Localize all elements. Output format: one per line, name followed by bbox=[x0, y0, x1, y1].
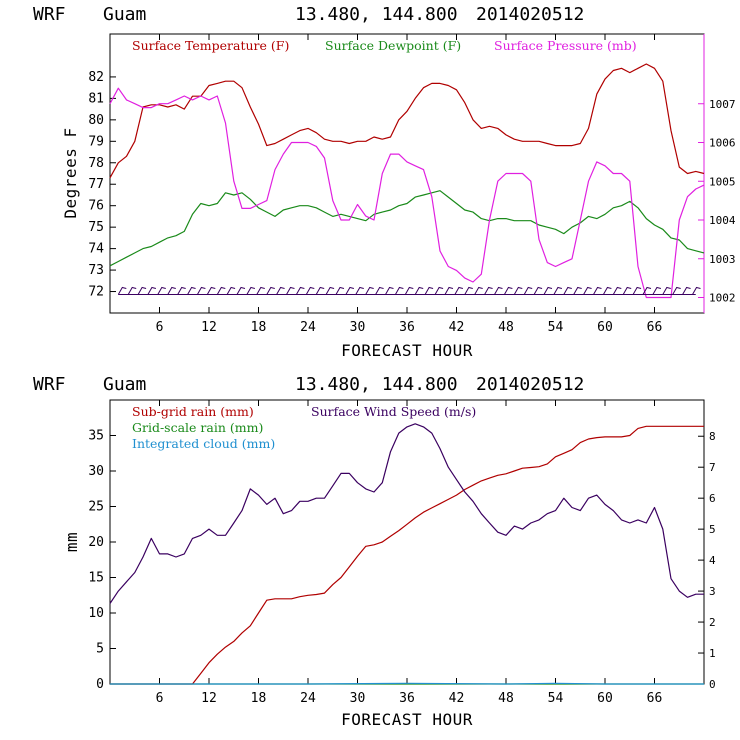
bottom-y-tick-group: 0 5 10 15 20 25 30 35 bbox=[88, 429, 116, 692]
y2-tick-label: 1 bbox=[709, 647, 716, 660]
top-x-tick-group: 6 12 18 24 30 36 42 48 54 60 66 bbox=[156, 34, 663, 335]
top-x-axis-label: FORECAST HOUR bbox=[341, 341, 473, 360]
y2-tick-label: 5 bbox=[709, 523, 716, 536]
y2-tick-label: 6 bbox=[709, 492, 716, 505]
x-tick-label: 48 bbox=[498, 691, 514, 706]
legend-grid-scale-rain: Grid-scale rain (mm) bbox=[132, 420, 263, 435]
x-tick-label: 18 bbox=[251, 691, 267, 706]
y2-tick-label: 0 bbox=[709, 678, 716, 691]
bottom-header-init: 2014020512 bbox=[476, 374, 584, 395]
y2-tick-label: 1005 bbox=[709, 175, 736, 188]
bottom-header-model: WRF bbox=[33, 374, 66, 395]
top-header-coords: 13.480, 144.800 bbox=[295, 4, 458, 25]
bottom-series-group bbox=[109, 423, 704, 685]
y-tick-label: 30 bbox=[88, 464, 104, 479]
y2-tick-label: 1004 bbox=[709, 214, 736, 227]
x-tick-label: 54 bbox=[548, 320, 564, 335]
top-y-axis-label: Degrees F bbox=[61, 127, 80, 218]
y-tick-label: 80 bbox=[88, 113, 104, 128]
y-tick-label: 20 bbox=[88, 535, 104, 550]
surface-temperature-line bbox=[109, 63, 705, 179]
y-tick-label: 15 bbox=[88, 571, 104, 586]
y2-tick-label: 8 bbox=[709, 430, 716, 443]
wind-barbs bbox=[117, 286, 701, 295]
y-tick-label: 10 bbox=[88, 606, 104, 621]
y2-tick-label: 1003 bbox=[709, 253, 736, 266]
top-series-group bbox=[109, 63, 705, 299]
x-tick-label: 54 bbox=[548, 691, 564, 706]
temperature-panel: WRF Guam 13.480, 144.800 2014020512 6 12 1… bbox=[33, 4, 736, 360]
y-tick-label: 74 bbox=[88, 242, 104, 257]
y-tick-label: 76 bbox=[88, 199, 104, 214]
integrated-cloud-line bbox=[110, 682, 704, 685]
legend-surface-wind-speed: Surface Wind Speed (m/s) bbox=[311, 404, 476, 419]
x-tick-label: 30 bbox=[350, 320, 366, 335]
x-tick-label: 24 bbox=[300, 691, 316, 706]
x-tick-label: 6 bbox=[156, 691, 164, 706]
top-y2-tick-group: 1002 1003 1004 1005 1006 1007 bbox=[698, 98, 736, 305]
bottom-x-tick-group: 6 12 18 24 30 36 42 48 54 60 66 bbox=[156, 400, 663, 706]
bottom-y-axis-label: mm bbox=[62, 532, 81, 552]
surface-pressure-line bbox=[109, 87, 705, 299]
surface-wind-speed-line bbox=[109, 423, 704, 604]
x-tick-label: 42 bbox=[449, 320, 465, 335]
x-tick-label: 60 bbox=[597, 691, 613, 706]
x-tick-label: 12 bbox=[201, 691, 217, 706]
top-y-tick-group: 72 73 74 75 76 77 78 79 80 81 82 bbox=[88, 70, 116, 300]
y-tick-label: 0 bbox=[96, 677, 104, 692]
x-tick-label: 66 bbox=[647, 320, 663, 335]
legend-surface-dewpoint: Surface Dewpoint (F) bbox=[325, 38, 461, 53]
legend-surface-pressure: Surface Pressure (mb) bbox=[494, 38, 637, 53]
bottom-y2-tick-group: 0 1 2 3 4 5 6 7 8 bbox=[698, 430, 716, 691]
y-tick-label: 35 bbox=[88, 429, 104, 444]
x-tick-label: 36 bbox=[399, 320, 415, 335]
x-tick-label: 6 bbox=[156, 320, 164, 335]
y-tick-label: 77 bbox=[88, 177, 104, 192]
y2-tick-label: 7 bbox=[709, 461, 716, 474]
y-tick-label: 72 bbox=[88, 285, 104, 300]
x-tick-label: 18 bbox=[251, 320, 267, 335]
x-tick-label: 24 bbox=[300, 320, 316, 335]
surface-dewpoint-line bbox=[109, 190, 705, 267]
x-tick-label: 60 bbox=[597, 320, 613, 335]
x-tick-label: 48 bbox=[498, 320, 514, 335]
y2-tick-label: 4 bbox=[709, 554, 716, 567]
y-tick-label: 5 bbox=[96, 642, 104, 657]
legend-sub-grid-rain: Sub-grid rain (mm) bbox=[132, 404, 254, 419]
top-header-model: WRF bbox=[33, 4, 66, 25]
y-tick-label: 73 bbox=[88, 263, 104, 278]
bottom-header-coords: 13.480, 144.800 bbox=[295, 374, 458, 395]
legend-integrated-cloud: Integrated cloud (mm) bbox=[132, 436, 275, 451]
precipitation-panel: WRF Guam 13.480, 144.800 2014020512 6 12 1… bbox=[33, 374, 716, 729]
top-header-init: 2014020512 bbox=[476, 4, 584, 25]
y-tick-label: 81 bbox=[88, 91, 104, 106]
x-tick-label: 12 bbox=[201, 320, 217, 335]
y2-tick-label: 2 bbox=[709, 616, 716, 629]
y2-tick-label: 3 bbox=[709, 585, 716, 598]
top-header-location: Guam bbox=[103, 4, 146, 25]
y2-tick-label: 1002 bbox=[709, 292, 736, 305]
y-tick-label: 75 bbox=[88, 220, 104, 235]
x-tick-label: 36 bbox=[399, 691, 415, 706]
bottom-x-axis-label: FORECAST HOUR bbox=[341, 710, 473, 729]
x-tick-label: 30 bbox=[350, 691, 366, 706]
y2-tick-label: 1006 bbox=[709, 137, 736, 150]
y2-tick-label: 1007 bbox=[709, 98, 736, 111]
y-tick-label: 82 bbox=[88, 70, 104, 85]
y-tick-label: 78 bbox=[88, 156, 104, 171]
x-tick-label: 66 bbox=[647, 691, 663, 706]
bottom-header-location: Guam bbox=[103, 374, 146, 395]
sub-grid-rain-line bbox=[110, 425, 704, 685]
legend-surface-temperature: Surface Temperature (F) bbox=[132, 38, 289, 53]
y-tick-label: 79 bbox=[88, 134, 104, 149]
x-tick-label: 42 bbox=[449, 691, 465, 706]
y-tick-label: 25 bbox=[88, 500, 104, 515]
